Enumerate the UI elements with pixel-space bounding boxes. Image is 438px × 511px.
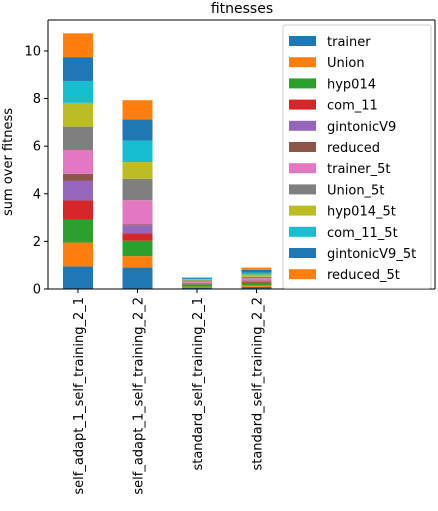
bar-segment-hyp014 bbox=[63, 219, 93, 243]
y-tick-label: 2 bbox=[33, 235, 41, 250]
y-tick-label: 8 bbox=[33, 92, 41, 107]
bar-segment-reduced bbox=[63, 173, 93, 181]
legend-swatch bbox=[289, 226, 316, 237]
bar-segment-gintonicv9 bbox=[122, 225, 153, 234]
bar-segment-reduced-5t bbox=[241, 267, 272, 270]
bar-segment-trainer bbox=[182, 287, 212, 289]
legend-label: Union_5t bbox=[327, 183, 384, 198]
legend-swatch bbox=[289, 205, 316, 216]
legend-label: trainer bbox=[327, 35, 371, 50]
bar-segment-com-11-5t bbox=[63, 80, 93, 103]
legend-label: gintonicV9 bbox=[327, 120, 396, 135]
bar-segment-trainer-5t bbox=[182, 281, 212, 283]
bar-segment-reduced-5t bbox=[122, 100, 153, 120]
bar-segment-hyp014 bbox=[122, 240, 153, 257]
x-tick-label: standard_self_training_2_1 bbox=[191, 297, 206, 471]
legend-swatch bbox=[289, 78, 316, 89]
bar-segment-gintonicv9-5t bbox=[182, 277, 212, 279]
legend-swatch bbox=[289, 269, 316, 280]
legend-label: reduced bbox=[327, 141, 380, 156]
x-tick-label: self_adapt_1_self_training_2_2 bbox=[132, 297, 147, 495]
bar-segment-reduced-5t bbox=[63, 33, 93, 58]
bar-segment-trainer-5t bbox=[241, 278, 272, 281]
bar-segment-trainer bbox=[122, 267, 153, 289]
x-tick-label: standard_self_training_2_2 bbox=[251, 297, 266, 471]
bar-segment-reduced bbox=[122, 224, 153, 226]
bar-segment-union bbox=[241, 285, 272, 287]
legend-swatch bbox=[289, 36, 316, 46]
bar-segment-gintonicv9-5t bbox=[122, 119, 153, 141]
bar-segment-com-11-5t bbox=[122, 140, 153, 163]
y-tick-label: 0 bbox=[33, 283, 41, 298]
bar-segment-trainer-5t bbox=[122, 200, 153, 225]
bar-segment-com-11 bbox=[63, 200, 93, 220]
bar-segment-hyp014-5t bbox=[122, 162, 153, 179]
legend-label: reduced_5t bbox=[327, 268, 400, 283]
bar-segment-gintonicv9 bbox=[182, 283, 212, 284]
legend-label: hyp014_5t bbox=[327, 205, 396, 220]
bar-segment-hyp014 bbox=[241, 282, 272, 286]
axes-group: 0 2 4 6 8 10 self_adapt_1_self_training_2_1 sel… bbox=[24, 19, 436, 495]
bar-segment-com-11 bbox=[241, 281, 272, 283]
legend: trainer Union hyp014 com_11 gintonicV9 reduce… bbox=[282, 24, 432, 289]
legend-label: hyp014 bbox=[327, 77, 376, 92]
legend-swatch bbox=[289, 184, 316, 195]
x-tick-label: self_adapt_1_self_training_2_1 bbox=[72, 297, 87, 495]
bar-segment-com-11 bbox=[122, 233, 153, 241]
legend-swatch bbox=[289, 120, 316, 131]
legend-label: Union bbox=[327, 56, 365, 71]
bar-segment-trainer bbox=[63, 266, 93, 289]
legend-label: trainer_5t bbox=[327, 162, 390, 177]
bar-segment-trainer bbox=[241, 286, 272, 289]
bar-segment-com-11-5t bbox=[182, 278, 212, 280]
bars-group bbox=[63, 33, 272, 289]
legend-box bbox=[282, 24, 432, 289]
legend-swatch bbox=[289, 142, 316, 152]
y-tick-label: 6 bbox=[33, 140, 41, 155]
bar-segment-union-5t bbox=[182, 280, 212, 282]
legend-swatch bbox=[289, 99, 316, 110]
y-tick-label: 10 bbox=[24, 44, 41, 59]
bar-segment-hyp014-5t bbox=[63, 102, 93, 127]
bar-segment-union bbox=[63, 242, 93, 267]
legend-label: com_11_5t bbox=[327, 226, 398, 241]
y-tick-label: 4 bbox=[33, 187, 41, 202]
bar-segment-hyp014-5t bbox=[182, 279, 212, 281]
bar-segment-gintonicv9-5t bbox=[241, 269, 272, 273]
bar-segment-trainer-5t bbox=[63, 149, 93, 174]
legend-swatch bbox=[289, 248, 316, 258]
legend-swatch bbox=[289, 57, 316, 68]
legend-label: gintonicV9_5t bbox=[327, 247, 416, 262]
legend-swatch bbox=[289, 163, 316, 174]
bar-segment-gintonicv9 bbox=[241, 280, 272, 282]
bar-segment-union bbox=[182, 286, 212, 288]
y-axis-label: sum over fitness bbox=[1, 108, 16, 216]
bar-segment-gintonicv9 bbox=[63, 180, 93, 201]
bar-segment-hyp014 bbox=[182, 284, 212, 287]
bar-segment-union-5t bbox=[122, 178, 153, 201]
bar-segment-hyp014-5t bbox=[241, 274, 272, 277]
chart-title: fitnesses bbox=[211, 1, 273, 17]
bar-segment-union-5t bbox=[241, 276, 272, 279]
bar-segment-union bbox=[122, 256, 153, 268]
bar-segment-gintonicv9-5t bbox=[63, 57, 93, 81]
bar-segment-com-11-5t bbox=[241, 272, 272, 275]
bar-segment-union-5t bbox=[63, 126, 93, 150]
legend-label: com_11 bbox=[327, 99, 378, 114]
